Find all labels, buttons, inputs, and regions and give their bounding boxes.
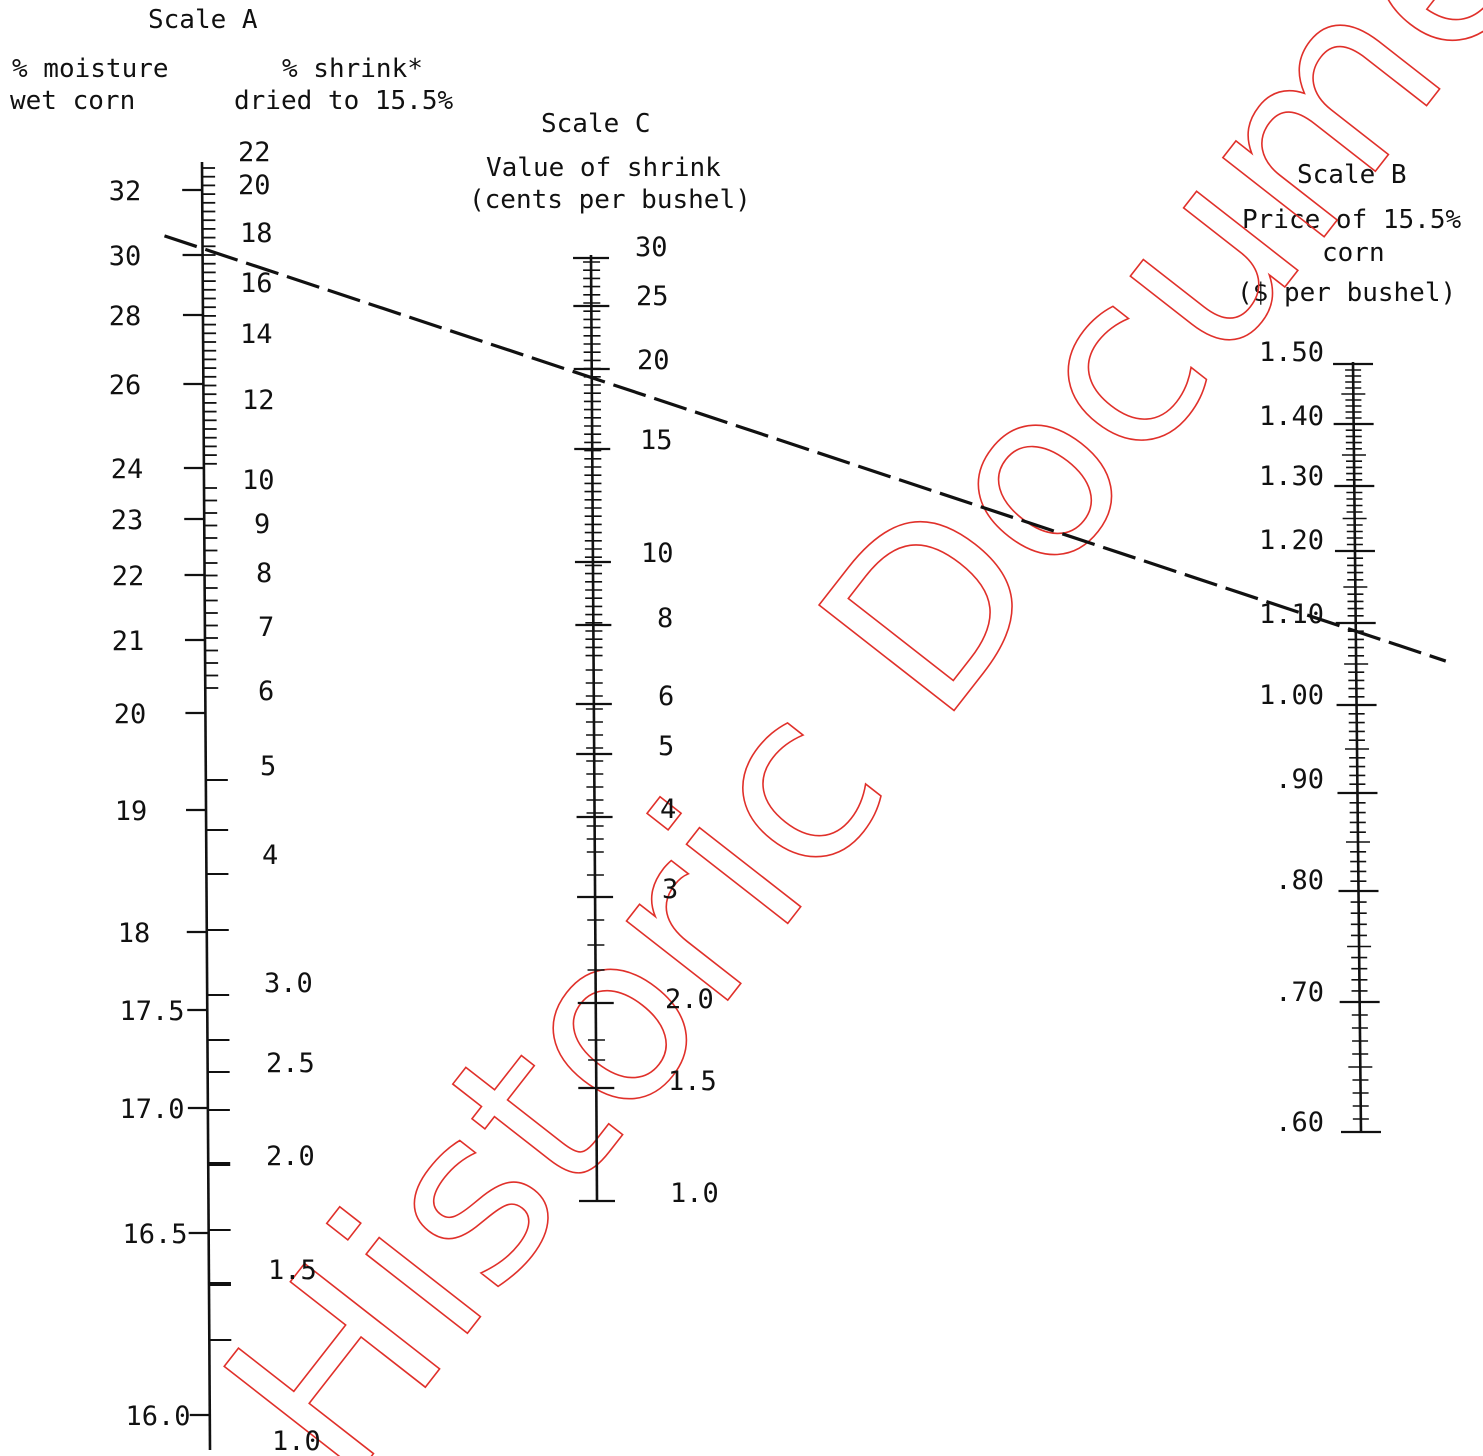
shrink-tick-label: 8 xyxy=(256,558,272,589)
shrink-tick-label: 7 xyxy=(258,612,274,643)
shrink-tick-label: 1.0 xyxy=(272,1426,321,1456)
shrink-tick-label: 6 xyxy=(258,676,274,707)
historic-document-watermark: Historic Document xyxy=(173,0,1483,1456)
value-tick-label: 30 xyxy=(635,232,668,263)
moisture-tick-label: 19 xyxy=(115,796,148,827)
price-tick-label: .60 xyxy=(1275,1107,1324,1138)
value-tick-label: 10 xyxy=(641,538,674,569)
value-tick-label: 15 xyxy=(640,425,673,456)
scale-c-title: Scale C xyxy=(541,109,651,139)
shrink-tick-label: 12 xyxy=(242,385,275,416)
value-tick-label: 1.5 xyxy=(668,1066,717,1097)
scale-c-axis: 30 25 20 15 10 8 6 5 4 3 2.0 1.5 1.0 xyxy=(573,232,719,1209)
moisture-tick-label: 17.0 xyxy=(119,1094,184,1125)
price-tick-label: 1.50 xyxy=(1259,337,1324,368)
scale-b-title: Scale B xyxy=(1297,160,1407,190)
shrink-tick-label: 9 xyxy=(254,509,270,540)
price-tick-label: 1.30 xyxy=(1259,461,1324,492)
price-tick-label: .70 xyxy=(1275,977,1324,1008)
moisture-tick-label: 23 xyxy=(111,505,144,536)
example-dashed-line xyxy=(163,234,1447,663)
shrink-tick-label: 2.0 xyxy=(266,1141,315,1172)
price-tick-label: 1.20 xyxy=(1259,525,1324,556)
shrink-heading-line-2: dried to 15.5% xyxy=(234,86,454,116)
moisture-tick-label: 20 xyxy=(114,699,147,730)
shrink-tick-label: 20 xyxy=(238,170,271,201)
shrink-tick-label: 5 xyxy=(260,751,276,782)
shrink-tick-label: 10 xyxy=(242,465,275,496)
moisture-tick-label: 26 xyxy=(109,370,142,401)
scale-c-heading-line-1: Value of shrink xyxy=(486,153,721,183)
scale-a-title: Scale A xyxy=(148,5,258,35)
scale-a-axis-line xyxy=(200,161,212,1451)
price-tick-label: 1.00 xyxy=(1259,680,1324,711)
moisture-tick-label: 32 xyxy=(109,176,142,207)
moisture-tick-label: 24 xyxy=(111,454,144,485)
value-tick-label: 8 xyxy=(657,603,673,634)
watermark-text: Historic Document xyxy=(174,0,1483,1456)
scale-c-heading-line-2: (cents per bushel) xyxy=(469,185,751,215)
value-tick-label: 20 xyxy=(637,345,670,376)
moisture-tick-label: 28 xyxy=(109,301,142,332)
scale-b-heading-line-2: corn xyxy=(1322,238,1385,268)
price-tick-label: .80 xyxy=(1275,865,1324,896)
shrink-heading-line-1: % shrink* xyxy=(282,54,423,84)
scale-b-heading-line-1: Price of 15.5% xyxy=(1242,205,1462,235)
moisture-tick-label: 16.5 xyxy=(122,1219,187,1250)
moisture-heading-line-2: wet corn xyxy=(10,86,136,116)
moisture-heading-line-1: % moisture xyxy=(12,54,169,84)
shrink-tick-label: 16 xyxy=(240,268,273,299)
value-tick-label: 2.0 xyxy=(665,984,714,1015)
shrink-tick-label: 4 xyxy=(262,840,278,871)
value-tick-label: 6 xyxy=(658,681,674,712)
price-tick-label: .90 xyxy=(1275,764,1324,795)
scale-a-axis: 32 30 28 26 24 23 22 21 20 19 18 17.5 17.0 16.5 16.0 22… xyxy=(109,137,321,1456)
moisture-tick-label: 22 xyxy=(112,561,145,592)
shrink-tick-label: 3.0 xyxy=(264,968,313,999)
price-tick-label: 1.40 xyxy=(1259,401,1324,432)
value-tick-label: 3 xyxy=(662,874,678,905)
value-tick-label: 5 xyxy=(658,731,674,762)
moisture-tick-label: 18 xyxy=(118,918,151,949)
value-tick-label: 1.0 xyxy=(670,1178,719,1209)
moisture-tick-label: 21 xyxy=(112,626,145,657)
example-line-group xyxy=(163,234,1447,663)
scale-b-heading-line-3: ($ per bushel) xyxy=(1237,278,1457,308)
shrink-tick-label: 2.5 xyxy=(266,1048,315,1079)
scale-b-axis-line xyxy=(1351,361,1363,1133)
value-tick-label: 4 xyxy=(660,794,676,825)
shrink-tick-label: 18 xyxy=(240,218,273,249)
shrink-tick-label: 14 xyxy=(240,319,273,350)
shrink-tick-label: 22 xyxy=(238,137,271,168)
scale-b-axis: 1.501.401.301.201.101.00.90.80.70.60 xyxy=(1259,337,1381,1138)
moisture-tick-label: 30 xyxy=(109,241,142,272)
moisture-tick-label: 16.0 xyxy=(125,1401,190,1432)
shrink-tick-label: 1.5 xyxy=(268,1255,317,1286)
scale-c-axis-line xyxy=(589,254,599,1201)
moisture-tick-label: 17.5 xyxy=(119,996,184,1027)
value-tick-label: 25 xyxy=(636,281,669,312)
